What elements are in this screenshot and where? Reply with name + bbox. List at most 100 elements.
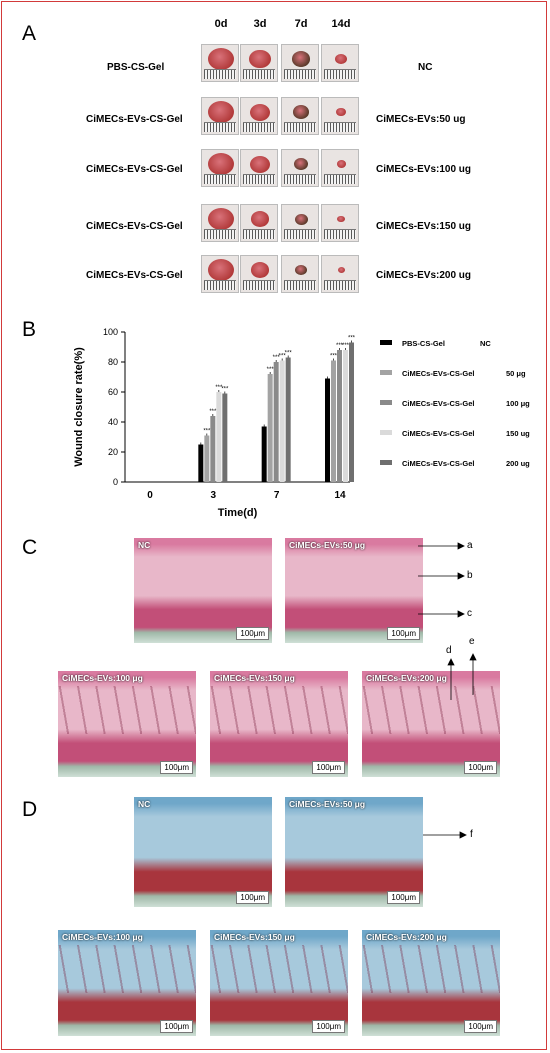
- wound-photo: [321, 255, 359, 293]
- y-tick-label: 20: [108, 447, 118, 457]
- significance-label: ***: [336, 343, 344, 349]
- wound-photo: [240, 97, 278, 135]
- x-tick-label: 14: [334, 490, 346, 501]
- annotation-a: a: [467, 540, 473, 551]
- wound-photo: [201, 149, 239, 187]
- ruler: [243, 280, 275, 290]
- wound-area: [336, 160, 346, 168]
- annotation-c: c: [467, 608, 472, 619]
- he-label-100: CiMECs-EVs:100 μg: [62, 673, 143, 683]
- scale-bar: 100μm: [160, 1020, 193, 1033]
- wound-photo: [240, 255, 278, 293]
- wound-area: [249, 49, 271, 69]
- row-label-right-3: CiMECs-EVs:150 ug: [376, 221, 472, 232]
- scale-bar: 100μm: [160, 761, 193, 774]
- he-image-nc: NC 100μm: [134, 538, 272, 643]
- masson-label-200: CiMECs-EVs:200 μg: [366, 932, 447, 942]
- legend-label: CiMECs-EVs-CS-Gel: [402, 399, 475, 408]
- masson-label-150: CiMECs-EVs:150 μg: [214, 932, 295, 942]
- wound-photo: [201, 204, 239, 242]
- panel-c-letter: C: [22, 536, 38, 559]
- significance-label: ***: [267, 367, 275, 373]
- masson-image-200: CiMECs-EVs:200 μg 100μm: [362, 930, 500, 1036]
- ruler: [284, 174, 316, 184]
- annotation-e: e: [469, 636, 475, 647]
- wound-photo: [201, 255, 239, 293]
- y-tick-label: 0: [113, 477, 118, 487]
- day-label-14d: 14d: [331, 18, 351, 30]
- bar: [222, 393, 228, 482]
- significance-label: ***: [342, 343, 350, 349]
- legend-label: CiMECs-EVs-CS-Gel: [402, 369, 475, 378]
- scale-bar: 100μm: [236, 891, 269, 904]
- row-label-left-0: PBS-CS-Gel: [107, 62, 165, 73]
- row-label-right-1: CiMECs-EVs:50 ug: [376, 114, 466, 125]
- legend-swatch: [380, 340, 392, 345]
- hair-follicles: [362, 685, 500, 734]
- wound-area: [208, 48, 234, 71]
- masson-image-nc: NC 100μm: [134, 797, 272, 907]
- wound-photo: [201, 97, 239, 135]
- wound-area: [293, 105, 309, 119]
- wound-photo: [321, 97, 359, 135]
- ruler: [324, 174, 356, 184]
- significance-label: ***: [330, 354, 338, 360]
- ruler: [204, 122, 236, 132]
- panel-b-letter: B: [22, 318, 37, 341]
- wound-photo: [201, 44, 239, 82]
- wound-area: [251, 211, 269, 227]
- he-image-150: CiMECs-EVs:150 μg 100μm: [210, 671, 348, 777]
- row-label-left-3: CiMECs-EVs-CS-Gel: [86, 221, 183, 232]
- annotation-f: f: [470, 829, 473, 840]
- ruler: [324, 229, 356, 239]
- wound-photo: [281, 255, 319, 293]
- y-axis-label: Wound closure rate(%): [73, 347, 85, 467]
- masson-label-50: CiMECs-EVs:50 μg: [289, 799, 366, 809]
- x-tick-label: 0: [147, 490, 153, 501]
- wound-area: [294, 158, 308, 170]
- ruler: [284, 229, 316, 239]
- scale-bar: 100μm: [312, 761, 345, 774]
- masson-image-150: CiMECs-EVs:150 μg 100μm: [210, 930, 348, 1036]
- bar: [210, 416, 216, 482]
- legend-swatch: [380, 460, 392, 465]
- bar: [349, 342, 354, 482]
- legend-dose: 200 ug: [506, 459, 530, 468]
- legend-swatch: [380, 400, 392, 405]
- wound-area: [294, 213, 308, 225]
- significance-label: ***: [285, 351, 293, 357]
- wound-photo: [281, 204, 319, 242]
- he-image-50: CiMECs-EVs:50 μg 100μm: [285, 538, 423, 643]
- ruler: [284, 122, 316, 132]
- wound-area: [292, 51, 310, 67]
- legend-swatch: [380, 370, 392, 375]
- row-label-left-4: CiMECs-EVs-CS-Gel: [86, 270, 183, 281]
- he-label-200: CiMECs-EVs:200 μg: [366, 673, 447, 683]
- masson-image-50: CiMECs-EVs:50 μg 100μm: [285, 797, 423, 907]
- wound-photo: [321, 204, 359, 242]
- hair-follicles: [210, 944, 348, 993]
- y-tick-label: 80: [108, 357, 118, 367]
- bar: [325, 378, 330, 482]
- bar: [204, 435, 210, 482]
- hair-follicles: [362, 944, 500, 993]
- significance-label: ***: [348, 336, 356, 342]
- wound-photo: [240, 204, 278, 242]
- wound-area: [208, 208, 234, 231]
- legend-dose: 50 μg: [506, 369, 526, 378]
- panel-a-letter: A: [22, 22, 37, 45]
- ruler: [324, 69, 356, 79]
- row-label-right-2: CiMECs-EVs:100 ug: [376, 164, 472, 175]
- row-label-left-1: CiMECs-EVs-CS-Gel: [86, 114, 183, 125]
- ruler: [204, 69, 236, 79]
- ruler: [204, 229, 236, 239]
- wound-photo: [281, 149, 319, 187]
- day-label-7d: 7d: [294, 18, 308, 30]
- bar: [343, 350, 348, 482]
- ruler: [204, 174, 236, 184]
- he-image-100: CiMECs-EVs:100 μg 100μm: [58, 671, 196, 777]
- he-image-200: CiMECs-EVs:200 μg 100μm: [362, 671, 500, 777]
- ruler: [243, 174, 275, 184]
- scale-bar: 100μm: [387, 627, 420, 640]
- wound-area: [295, 264, 307, 276]
